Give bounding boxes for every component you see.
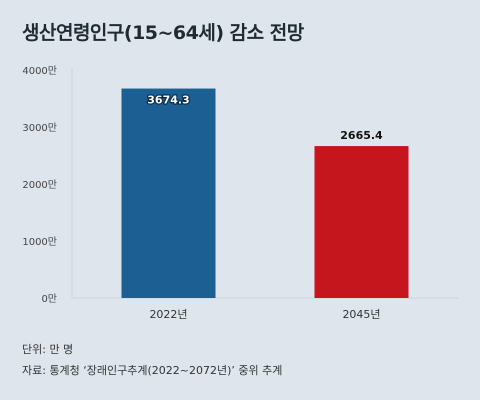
bar-2	[314, 146, 409, 298]
chart-title: 생산연령인구(15~64세) 감소 전망	[22, 22, 304, 44]
x-category-label: 2022년	[149, 308, 187, 321]
y-tick-label: 3000만	[22, 122, 57, 134]
source-note: 자료: 통계청 ‘장래인구추계(2022~2072년)’ 중위 추계	[22, 364, 283, 377]
bar-value-label: 3674.3	[147, 94, 189, 107]
unit-note: 단위: 만 명	[22, 343, 74, 356]
y-tick-label: 0만	[41, 293, 57, 305]
bar-1	[121, 88, 216, 298]
x-category-label: 2045년	[342, 308, 380, 321]
y-tick-label: 1000만	[22, 236, 57, 248]
y-tick-label: 4000만	[22, 65, 57, 77]
bar-value-label: 2665.4	[340, 129, 383, 142]
y-tick-label: 2000만	[22, 179, 57, 191]
